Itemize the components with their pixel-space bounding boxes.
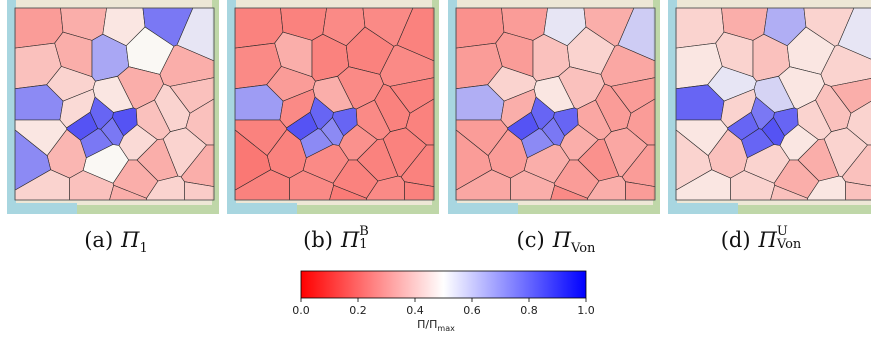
caption-a: (a) Π1 — [6, 228, 226, 260]
sea-corner — [448, 203, 518, 214]
sea-strip — [7, 0, 16, 214]
colorbar-gradient — [300, 270, 587, 299]
voronoi-cell — [356, 138, 399, 182]
caption-d-symbol: Π — [758, 228, 777, 252]
colorbar-title-sub: max — [437, 324, 455, 334]
map-frame — [234, 7, 435, 201]
caption-a-sub: 1 — [139, 241, 148, 257]
voronoi-cell — [577, 138, 620, 182]
colorbar-tick-label: 0.2 — [349, 304, 367, 317]
voronoi-cell — [796, 99, 832, 140]
caption-b-sup: B — [359, 223, 369, 239]
sea-corner — [668, 203, 738, 214]
park-strip-right — [653, 0, 660, 214]
map-frame — [455, 7, 656, 201]
colorbar-title: Π/Πmax — [398, 318, 474, 333]
map-panel-a — [7, 0, 219, 214]
caption-a-label: (a) — [84, 228, 114, 252]
caption-c: (c) ΠVon — [446, 228, 666, 260]
voronoi-cell — [830, 78, 871, 114]
map-frame — [14, 7, 215, 201]
caption-c-sub: Von — [571, 241, 596, 257]
map-panel-d — [668, 0, 871, 214]
sea-strip — [668, 0, 677, 214]
voronoi-cell — [136, 138, 179, 182]
caption-d: (d) Π U Von — [651, 225, 871, 260]
caption-b-symbol: Π — [340, 228, 360, 252]
colorbar-ticks: 0.0 0.2 0.4 0.6 0.8 1.0 — [292, 298, 595, 317]
caption-d-sup: U — [776, 223, 788, 239]
voronoi-cell — [135, 99, 171, 140]
caption-c-label: (c) — [516, 228, 545, 252]
caption-b-sub: 1 — [359, 236, 368, 252]
colorbar: 0.0 0.2 0.4 0.6 0.8 1.0 — [292, 270, 595, 317]
caption-c-symbol: Π — [552, 228, 572, 252]
colorbar-tick-label: 1.0 — [577, 304, 595, 317]
colorbar-tick-label: 0.6 — [463, 304, 481, 317]
voronoi-cell — [355, 99, 391, 140]
voronoi-cell — [797, 138, 840, 182]
park-strip-right — [212, 0, 219, 214]
park-strip-right — [432, 0, 439, 214]
park-strip — [738, 205, 871, 214]
map-panel-c — [448, 0, 660, 214]
park-strip — [77, 205, 219, 214]
sea-strip — [227, 0, 236, 214]
map-panel-b — [227, 0, 439, 214]
caption-d-sub: Von — [776, 236, 802, 252]
caption-a-symbol: Π — [121, 228, 140, 252]
sea-corner — [227, 203, 297, 214]
caption-d-scripts: U Von — [777, 225, 801, 251]
colorbar-title-main: Π/Π — [417, 318, 438, 331]
sea-strip — [448, 0, 457, 214]
caption-d-label: (d) — [720, 228, 751, 252]
caption-b: (b) Π B 1 — [226, 225, 446, 260]
colorbar-tick-label: 0.8 — [520, 304, 538, 317]
park-strip — [518, 205, 660, 214]
colorbar-tick-label: 0.4 — [406, 304, 424, 317]
park-strip — [297, 205, 439, 214]
colorbar-tick-label: 0.0 — [292, 304, 310, 317]
map-frame — [675, 7, 871, 201]
caption-b-label: (b) — [303, 228, 333, 252]
sea-corner — [7, 203, 77, 214]
voronoi-cell — [576, 99, 612, 140]
